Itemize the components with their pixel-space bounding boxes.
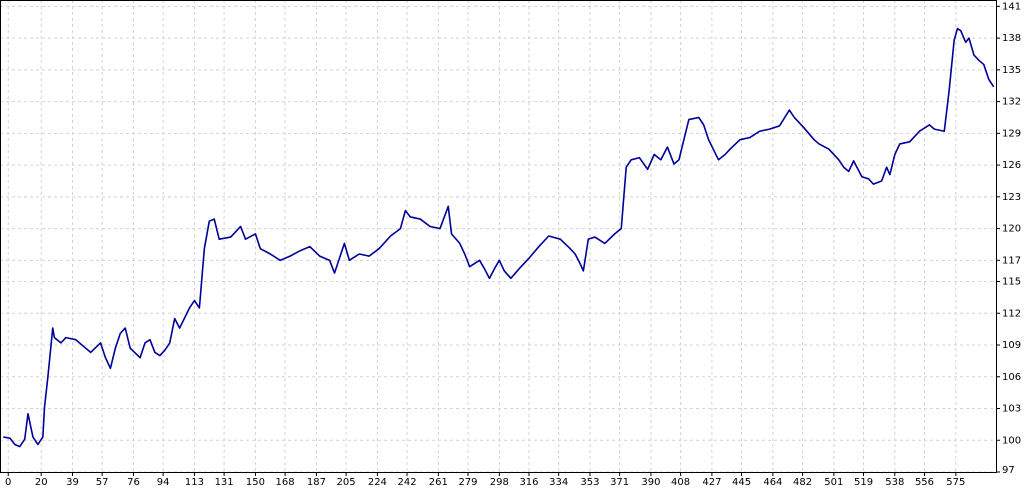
y-tick-label: 112 [1002,308,1021,319]
y-tick-label: 132 [1002,97,1021,108]
x-tick-label: 316 [519,477,538,488]
x-tick-label: 298 [490,477,509,488]
x-tick-label: 76 [127,477,140,488]
y-tick-label: 109 [1002,340,1021,351]
x-tick-label: 390 [641,477,660,488]
y-tick-label: 115 [1002,277,1021,288]
x-tick-label: 519 [854,477,873,488]
plot [3,27,995,448]
x-tick-label: 261 [429,477,448,488]
y-tick-label: 141 [1002,1,1021,12]
x-tick-label: 353 [580,477,599,488]
y-tick-label: 129 [1002,128,1021,139]
x-tick-label: 242 [397,477,416,488]
y-tick-label: 123 [1002,192,1021,203]
y-tick-label: 103 [1002,404,1021,415]
x-tick-label: 556 [915,477,934,488]
x-tick-label: 408 [671,477,690,488]
x-tick-label: 150 [246,477,265,488]
x-tick-label: 427 [702,477,721,488]
y-tick-label: 97 [1002,465,1015,476]
x-tick-label: 94 [157,477,170,488]
x-tick-label: 464 [763,477,782,488]
x-tick-label: 0 [5,477,11,488]
x-tick-label: 538 [885,477,904,488]
x-tick-label: 113 [185,477,204,488]
y-tick-label: 117 [1002,255,1021,266]
x-tick-label: 20 [35,477,48,488]
x-tick-label: 224 [368,477,387,488]
y-tick-label: 126 [1002,160,1021,171]
y-tick-label: 138 [1002,33,1021,44]
y-tick-label: 135 [1002,65,1021,76]
price-line [3,27,995,448]
x-tick-label: 501 [824,477,843,488]
y-tick-label: 100 [1002,435,1021,446]
x-tick-label: 187 [307,477,326,488]
x-tick-label: 131 [215,477,234,488]
x-tick-label: 334 [549,477,568,488]
x-tick-label: 371 [610,477,629,488]
x-tick-label: 168 [276,477,295,488]
x-tick-label: 57 [96,477,109,488]
plot-border [0,0,997,473]
y-tick-label: 120 [1002,224,1021,235]
x-tick-label: 482 [793,477,812,488]
x-tick-label: 445 [732,477,751,488]
axes: 141 138 135 132 129 126 123 120 117 115 112 109 106 1… [5,1,1021,488]
y-tick-label: 106 [1002,372,1021,383]
x-tick-label: 279 [458,477,477,488]
x-tick-label: 205 [337,477,356,488]
x-tick-label: 39 [66,477,79,488]
x-tick-label: 575 [946,477,965,488]
